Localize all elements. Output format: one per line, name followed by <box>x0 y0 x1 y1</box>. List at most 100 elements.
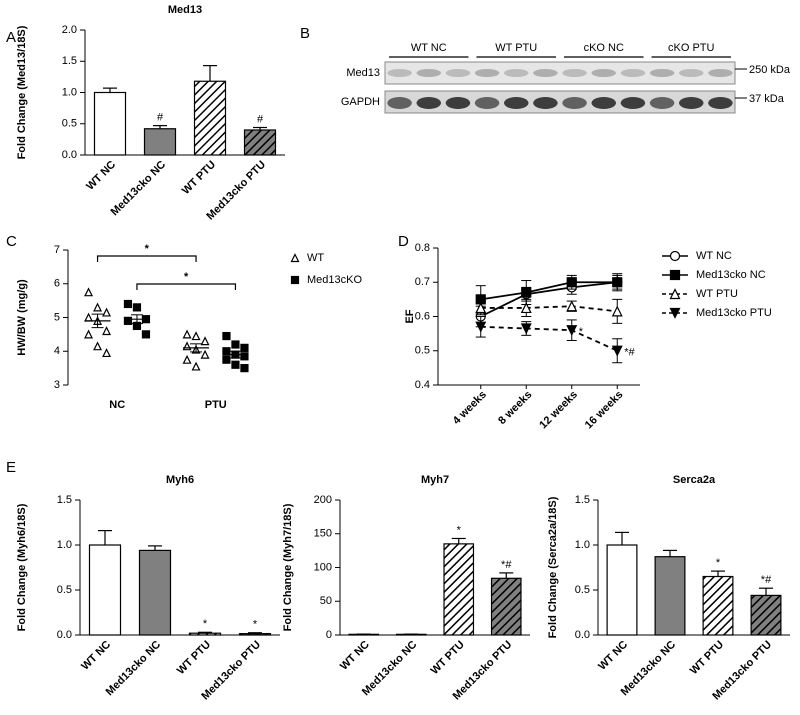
panel-label: A <box>6 29 16 46</box>
marker <box>102 348 112 358</box>
size-marker: 250 kDa <box>749 64 791 76</box>
y-tick-label: 0.5 <box>415 345 430 357</box>
legend-label: Med13cko NC <box>696 269 766 281</box>
series-line <box>480 281 618 318</box>
marker <box>240 343 249 352</box>
blot-band <box>679 97 704 109</box>
marker <box>566 300 578 312</box>
y-tick-label: 3 <box>54 379 60 391</box>
chart-title: Myh6 <box>166 474 194 486</box>
annotation: # <box>257 113 264 125</box>
bar <box>238 633 272 636</box>
blot-band <box>533 69 558 77</box>
marker <box>93 341 103 351</box>
x-tick-label: NC <box>109 399 125 411</box>
marker <box>141 330 151 339</box>
annotation: # <box>157 112 164 124</box>
y-tick-label: 0.5 <box>575 584 590 596</box>
blot-band <box>708 69 733 77</box>
x-tick-label: WT NC <box>596 639 630 673</box>
marker <box>612 277 623 288</box>
y-tick-label: 100 <box>314 561 332 573</box>
blot-band <box>387 69 412 77</box>
annotation: *# <box>624 347 635 359</box>
panel-label: D <box>398 233 409 250</box>
marker <box>240 352 249 361</box>
annotation: * <box>716 557 721 569</box>
y-tick-label: 0.5 <box>62 118 77 130</box>
marker <box>669 250 681 262</box>
marker <box>290 253 300 263</box>
bar <box>193 80 227 156</box>
marker <box>222 331 231 341</box>
marker <box>132 303 142 312</box>
row-label: GAPDH <box>341 96 380 108</box>
legend-label: Med13cko PTU <box>696 307 772 319</box>
x-tick-label: 4 weeks <box>451 389 489 427</box>
blot-band <box>562 97 587 109</box>
marker <box>84 329 94 339</box>
significance: * <box>184 271 189 283</box>
marker <box>611 305 623 317</box>
blot-band <box>591 97 616 109</box>
y-tick-label: 1.0 <box>57 539 72 551</box>
blot-band <box>504 69 529 77</box>
y-tick-label: 1.0 <box>575 539 590 551</box>
marker <box>231 340 240 349</box>
x-tick-label: 16 weeks <box>583 389 626 432</box>
y-tick-label: 7 <box>54 244 60 256</box>
x-tick-label: WT NC <box>84 159 118 193</box>
blot-band <box>533 97 558 109</box>
row-label: Med13 <box>346 67 380 79</box>
marker <box>191 331 201 341</box>
bar <box>443 543 475 636</box>
y-tick-label: 150 <box>314 528 332 540</box>
y-tick-label: 2.0 <box>62 24 77 36</box>
y-tick-label: 1.5 <box>62 55 77 67</box>
y-tick-label: 0.6 <box>415 310 430 322</box>
x-tick-label: WT NC <box>338 639 372 673</box>
y-axis-label: EF <box>404 309 416 323</box>
bar <box>490 577 522 636</box>
legend-label: WT PTU <box>696 288 738 300</box>
bracket <box>96 255 197 262</box>
marker <box>520 323 532 335</box>
marker <box>669 269 681 281</box>
group-label: WT PTU <box>495 42 537 54</box>
y-tick-label: 0.0 <box>62 149 77 161</box>
marker <box>200 349 210 359</box>
marker <box>475 321 487 333</box>
chart-title: Med13 <box>168 4 202 16</box>
marker <box>566 277 577 288</box>
y-tick-label: 4 <box>54 345 60 357</box>
group-label: cKO PTU <box>668 42 715 54</box>
marker <box>182 341 192 351</box>
x-tick-label: WT PTU <box>688 639 726 677</box>
blot-band <box>649 69 675 77</box>
marker <box>475 302 487 314</box>
annotation: *# <box>501 559 512 571</box>
y-tick-label: 0.7 <box>415 276 430 288</box>
panel-label: B <box>300 25 310 42</box>
y-axis-label: Fold Change (Myh6/18S) <box>16 503 28 631</box>
x-tick-label: WT NC <box>79 639 113 673</box>
series-line <box>480 281 618 301</box>
panel-label: C <box>6 233 17 250</box>
chart-title: Serca2a <box>673 474 716 486</box>
marker <box>566 325 578 337</box>
series-line <box>480 325 618 352</box>
marker <box>102 307 112 317</box>
y-tick-label: 1.0 <box>62 86 77 98</box>
x-tick-label: 8 weeks <box>496 389 534 427</box>
x-tick-label: PTU <box>205 399 227 411</box>
marker <box>102 326 112 336</box>
annotation: * <box>253 619 258 631</box>
bar <box>702 575 734 636</box>
blot-band <box>708 97 733 109</box>
annotation: *# <box>761 574 772 586</box>
blot-band <box>504 97 529 109</box>
marker <box>520 302 532 314</box>
blot-band <box>387 97 412 109</box>
y-tick-label: 0.8 <box>415 242 430 254</box>
